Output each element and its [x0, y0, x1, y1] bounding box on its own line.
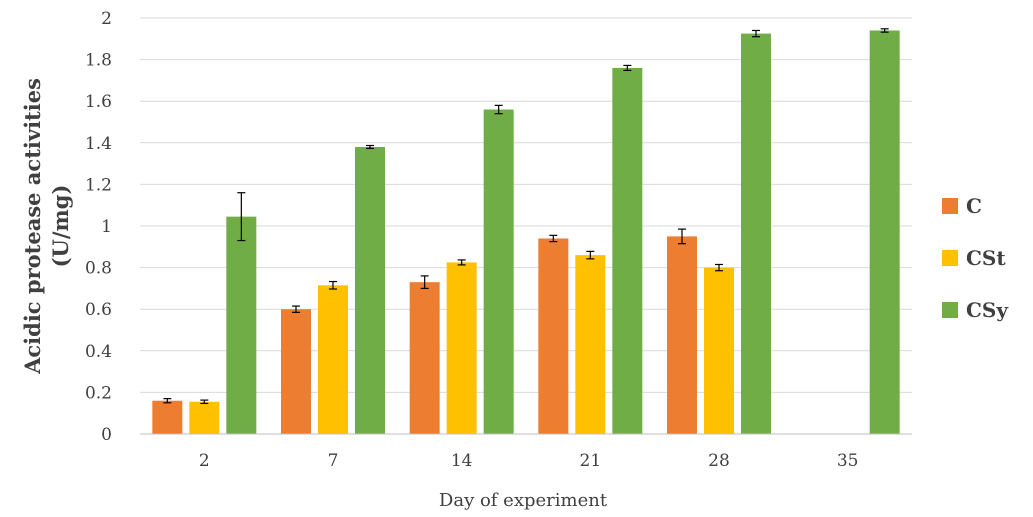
- x-axis-title: Day of experiment: [439, 490, 608, 511]
- y-tick-label: 0.6: [85, 300, 112, 320]
- error-bar-C-day-28: [678, 228, 686, 245]
- error-bar-CSt-day-2: [200, 399, 209, 405]
- bar-CSy-day-35: [869, 30, 900, 434]
- bar-CSt-day-7: [318, 285, 348, 434]
- y-axis-title: Acidic protease activities (U/mg): [20, 78, 73, 375]
- bar-C-day-2: [152, 400, 183, 434]
- bar-CSy-day-7: [355, 146, 385, 434]
- x-tick-label: 21: [580, 451, 602, 471]
- gridlines: [140, 17, 912, 393]
- error-bar-CSt-day-7: [329, 280, 337, 290]
- x-tick-label: 2: [199, 451, 210, 471]
- bar-CSy-day-28: [741, 33, 771, 434]
- y-axis-title-line2: (U/mg): [48, 185, 73, 268]
- y-tick-label: 1.4: [85, 134, 112, 154]
- bar-CSt-day-2: [189, 401, 220, 434]
- legend-label: C: [966, 194, 982, 218]
- y-axis-ticks: 0 0.2 0.4 0.6 0.8 1 1.2 1.4 1.6 1.8 2: [85, 9, 112, 445]
- error-bar-C-day-7: [292, 305, 300, 313]
- error-bars: [163, 28, 889, 405]
- y-tick-label: 1.2: [85, 175, 112, 195]
- legend-label: CSy: [966, 298, 1009, 322]
- y-tick-label: 0.4: [85, 342, 112, 362]
- x-tick-label: 28: [708, 451, 730, 471]
- error-bar-C-day-2: [163, 398, 172, 404]
- y-axis-title-line1: Acidic protease activities: [20, 78, 45, 375]
- bar-C-day-21: [538, 238, 569, 434]
- error-bar-CSy-day-28: [752, 29, 760, 38]
- x-tick-label: 14: [451, 451, 473, 471]
- y-tick-label: 2: [101, 9, 112, 29]
- bar-CSt-day-14: [446, 262, 477, 434]
- legend-swatch: [942, 302, 958, 318]
- legend-swatch: [942, 250, 958, 266]
- legend: C CSt CSy: [942, 194, 1009, 322]
- bar-CSy-day-21: [612, 67, 643, 435]
- y-tick-label: 1: [101, 217, 112, 237]
- y-tick-label: 1.6: [85, 92, 112, 112]
- x-tick-label: 7: [328, 451, 339, 471]
- x-tick-label: 35: [837, 451, 859, 471]
- error-bar-CSy-day-35: [880, 28, 889, 33]
- error-bar-C-day-21: [549, 234, 558, 243]
- bar-CSy-day-2: [226, 216, 257, 434]
- bar-CSt-day-28: [704, 267, 734, 434]
- y-tick-label: 1.8: [85, 51, 112, 71]
- bar-C-day-14: [409, 282, 440, 434]
- y-tick-label: 0.8: [85, 259, 112, 279]
- bars: [152, 30, 900, 435]
- error-bar-CSy-day-14: [494, 104, 503, 115]
- bar-C-day-7: [281, 309, 311, 434]
- error-bar-CSy-day-21: [623, 64, 632, 72]
- legend-item-C: C: [942, 194, 982, 218]
- legend-swatch: [942, 198, 958, 214]
- legend-label: CSt: [966, 246, 1006, 270]
- error-bar-CSt-day-28: [715, 263, 723, 272]
- y-tick-label: 0.2: [85, 383, 112, 403]
- error-bar-CSy-day-7: [366, 144, 374, 150]
- bar-C-day-28: [667, 236, 697, 434]
- x-axis-ticks: 2 7 14 21 28 35: [199, 451, 859, 471]
- error-bar-C-day-14: [420, 275, 429, 289]
- error-bar-CSt-day-14: [457, 259, 466, 266]
- bar-CSy-day-14: [483, 109, 514, 435]
- bar-CSt-day-21: [575, 255, 606, 434]
- error-bar-CSy-day-2: [237, 192, 246, 242]
- error-bar-CSt-day-21: [586, 250, 595, 260]
- y-tick-label: 0: [101, 425, 112, 445]
- legend-item-CSy: CSy: [942, 298, 1009, 322]
- legend-item-CSt: CSt: [942, 246, 1006, 270]
